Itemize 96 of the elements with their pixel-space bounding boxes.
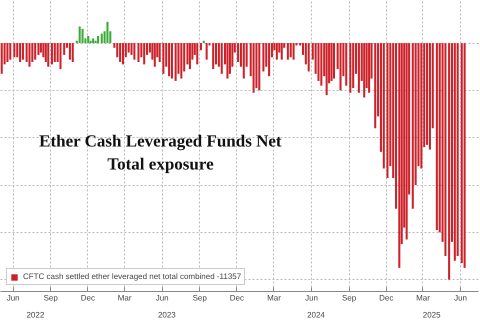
bar [276, 43, 278, 60]
x-tick-label: Sep [192, 294, 208, 302]
bar [174, 43, 177, 81]
bar [34, 43, 36, 60]
bar [268, 43, 270, 76]
bar [308, 43, 310, 72]
bar [332, 43, 336, 79]
bar [13, 43, 16, 58]
bar [345, 43, 348, 86]
bar [50, 43, 53, 64]
bar [212, 43, 214, 70]
bar [92, 38, 94, 44]
bar [0, 43, 3, 74]
bar [44, 43, 47, 62]
bar [28, 43, 31, 67]
text: 2025 [422, 310, 442, 320]
bar [87, 36, 90, 44]
bar [374, 43, 376, 128]
bar [252, 43, 255, 93]
bar [196, 43, 198, 64]
bar [340, 43, 342, 90]
bar [82, 28, 84, 44]
text: Ether Cash Leveraged Funds Net Total exposure [39, 132, 282, 174]
x-tick-label: Dec [379, 294, 394, 302]
bar [122, 43, 124, 64]
bar [9, 43, 12, 60]
bar [154, 43, 156, 67]
x-tick-label: Mar [118, 294, 132, 302]
bar [168, 43, 170, 76]
bar [326, 43, 328, 96]
x-tick-label: Jun [156, 294, 169, 302]
bar [137, 43, 140, 62]
bar [54, 43, 56, 62]
bar [47, 43, 50, 67]
x-tick-label: Mar [416, 294, 430, 302]
bar [133, 43, 136, 60]
bar [262, 43, 264, 72]
bar [6, 43, 8, 62]
bar [464, 43, 466, 268]
x-tick-label: Sep [44, 294, 58, 302]
bar [330, 43, 333, 81]
bar [100, 34, 103, 44]
text: 2022 [26, 310, 45, 320]
text: 2023 [158, 310, 176, 320]
bar [320, 43, 322, 86]
bar [106, 22, 108, 44]
x-tick-label: Mar [267, 294, 282, 302]
bar [242, 43, 245, 79]
x-tick-label: Jun [6, 294, 20, 302]
bar [119, 43, 122, 62]
bar [22, 43, 24, 60]
bar [454, 43, 456, 261]
bar [143, 43, 146, 64]
bar [363, 43, 366, 98]
bar [368, 43, 370, 93]
bar [68, 43, 71, 60]
bar [406, 43, 408, 240]
bar [158, 43, 161, 62]
bar [436, 43, 438, 230]
bar [349, 43, 352, 93]
bar [31, 43, 34, 62]
bar [292, 43, 295, 60]
bar [97, 36, 100, 44]
bar [220, 43, 223, 74]
x-tick-label: Jun [454, 294, 467, 302]
bar [420, 43, 422, 168]
bar [72, 43, 74, 62]
bar [398, 43, 400, 268]
bar [448, 43, 450, 280]
text: 2024 [307, 310, 326, 320]
bar [290, 43, 292, 58]
bar [188, 43, 191, 70]
bar [19, 43, 22, 62]
bar [258, 43, 260, 90]
x-tick-label: Dec [230, 294, 244, 302]
bar [358, 43, 360, 93]
legend-label: CFTC cash settled ether leveraged net total combined -11357 [23, 272, 242, 281]
bar [59, 43, 62, 70]
bar [412, 43, 414, 209]
bar [226, 43, 228, 79]
bar [170, 43, 173, 79]
x-tick-label: Jun [305, 294, 318, 302]
x-tick-label: Sep [342, 294, 357, 302]
x-tick-label: Dec [80, 294, 95, 302]
bar [162, 43, 164, 74]
bar [386, 43, 388, 178]
bar [237, 43, 240, 62]
bar [286, 43, 289, 60]
bar [456, 43, 459, 256]
bar [206, 43, 208, 60]
bar [78, 26, 81, 44]
bar [202, 40, 205, 44]
bar [180, 43, 182, 79]
bar [280, 43, 283, 60]
bar [428, 43, 431, 150]
bar [26, 43, 28, 62]
